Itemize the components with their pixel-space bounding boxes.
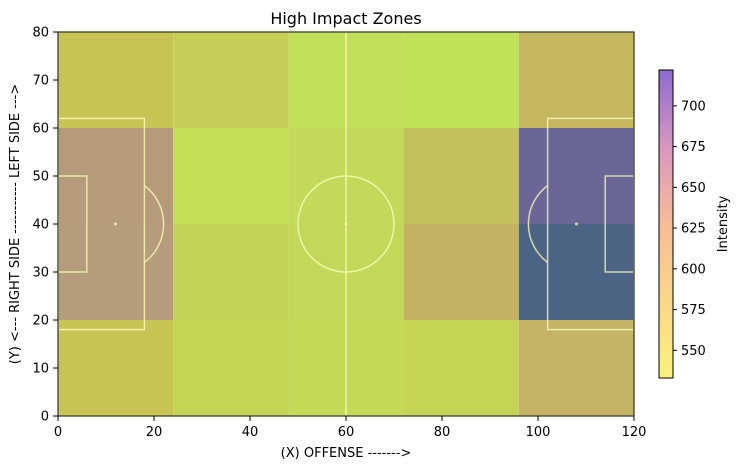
- x-axis-label: (X) OFFENSE ------->: [281, 446, 412, 461]
- y-tick-label: 50: [32, 170, 49, 185]
- heatmap-cell: [58, 32, 174, 128]
- heatmap-cell: [518, 32, 634, 128]
- right-penalty-arc: [527, 185, 549, 263]
- left-penalty-arc: [143, 185, 165, 263]
- colorbar: 550 575 600 625 650 675 700 Intensity: [658, 69, 731, 379]
- y-tick-label: 10: [32, 362, 49, 377]
- heatmap-cell: [173, 224, 289, 320]
- y-tick-label: 80: [32, 26, 49, 41]
- colorbar-tick-label: 700: [681, 99, 706, 114]
- heatmap-cell: [403, 32, 519, 128]
- x-tick-label: 0: [54, 425, 62, 440]
- heatmap-cell: [173, 320, 289, 416]
- y-tick-label: 40: [32, 218, 49, 233]
- chart-title: High Impact Zones: [270, 9, 421, 28]
- colorbar-tick-label: 650: [681, 181, 706, 196]
- y-tick-label: 70: [32, 74, 49, 89]
- x-tick-label: 20: [146, 425, 163, 440]
- x-tick-label: 40: [242, 425, 259, 440]
- colorbar-tick-label: 675: [681, 140, 706, 155]
- x-tick-label: 100: [526, 425, 551, 440]
- y-tick-label: 30: [32, 266, 49, 281]
- x-tick-label: 120: [622, 425, 647, 440]
- y-tick-label: 60: [32, 122, 49, 137]
- center-spot: [344, 222, 348, 226]
- heatmap-cell: [173, 32, 289, 128]
- colorbar-tick-label: 575: [681, 303, 706, 318]
- colorbar-gradient: [658, 69, 674, 379]
- right-penalty-spot: [574, 222, 578, 226]
- left-penalty-spot: [114, 222, 118, 226]
- heatmap-cell: [58, 320, 174, 416]
- y-tick-label: 0: [41, 410, 49, 425]
- y-tick-label: 20: [32, 314, 49, 329]
- heatmap-cell: [403, 320, 519, 416]
- x-tick-label: 80: [434, 425, 451, 440]
- heatmap-cell: [403, 224, 519, 320]
- axes: 0 20 40 60 80 100 120 0 10 20 30 40 50 60 70 80: [32, 26, 646, 441]
- heatmap-cell: [518, 320, 634, 416]
- x-tick-label: 60: [338, 425, 355, 440]
- center-circle: [297, 175, 395, 273]
- y-axis-label: (Y) <--- RIGHT SIDE ----------- LEFT SID…: [8, 84, 23, 364]
- heatmap-cell: [403, 128, 519, 224]
- heatmap-cell: [173, 128, 289, 224]
- colorbar-label: Intensity: [716, 195, 731, 252]
- colorbar-tick-label: 550: [681, 344, 706, 359]
- colorbar-tick-label: 600: [681, 262, 706, 277]
- colorbar-tick-label: 625: [681, 222, 706, 237]
